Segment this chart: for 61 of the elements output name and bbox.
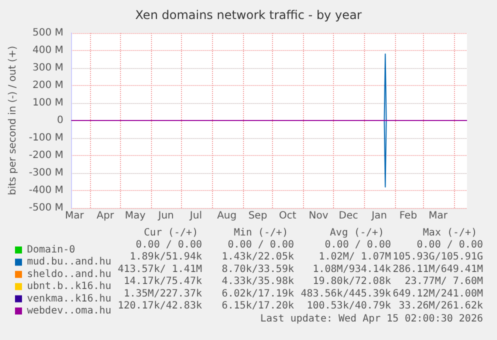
chart-title: Xen domains network traffic - by year bbox=[135, 8, 362, 22]
x-tick-label: Apr bbox=[96, 210, 115, 222]
text: 1.02M/ 1.07M bbox=[318, 252, 391, 263]
x-tick-label: Feb bbox=[399, 210, 418, 222]
text: Cur (-/+) bbox=[144, 228, 198, 238]
y-tick-label: -300 M bbox=[28, 168, 64, 178]
y-tick-label: -200 M bbox=[28, 150, 64, 161]
x-tick-label: Aug bbox=[217, 210, 237, 222]
text: 1.08M/934.14k bbox=[312, 264, 391, 275]
text: 0.00 / 0.00 bbox=[228, 240, 294, 250]
y-tick-label: -400 M bbox=[28, 185, 64, 196]
x-tick-label: Mar bbox=[428, 210, 448, 222]
text: 0.00 / 0.00 bbox=[416, 240, 483, 250]
x-tick-label: Jul bbox=[188, 210, 202, 222]
x-tick-label: Mar bbox=[64, 210, 85, 222]
x-tick-label: Dec bbox=[338, 210, 358, 222]
y-tick-label: 400 M bbox=[32, 45, 64, 56]
text: 8.70k/33.59k bbox=[222, 264, 294, 275]
text: 19.80k/72.08k bbox=[312, 276, 391, 288]
legend-label: venkma..k16.hu bbox=[27, 293, 112, 304]
legend-label: mud.bu..and.hu bbox=[27, 256, 112, 268]
x-tick-label: Nov bbox=[308, 210, 328, 222]
text: 100.53k/40.79k bbox=[306, 300, 391, 312]
text: 23.77M/ 7.60M bbox=[404, 276, 483, 288]
text: 413.57k/ 1.41M bbox=[118, 264, 202, 275]
text: 14.17k/75.47k bbox=[124, 276, 202, 288]
x-tick-label: Jun bbox=[157, 210, 174, 222]
text: 483.56k/445.39k bbox=[300, 288, 391, 300]
text: 6.02k/17.19k bbox=[222, 288, 294, 300]
y-tick-label: 200 M bbox=[32, 80, 64, 91]
text: 286.11M/649.41M bbox=[392, 264, 483, 275]
text: 1.35M/227.37k bbox=[124, 288, 202, 300]
y-tick-label: -500 M bbox=[28, 202, 64, 214]
text: 120.17k/42.83k bbox=[118, 300, 202, 312]
text: 0.00 / 0.00 bbox=[136, 240, 202, 250]
text: 6.15k/17.20k bbox=[222, 300, 294, 312]
y-tick-label: -100 M bbox=[28, 132, 64, 144]
x-tick-label: Jan bbox=[370, 210, 388, 222]
y-tick-label: 500 M bbox=[32, 28, 64, 38]
y-axis-title: bits per second in (-) / out (+) bbox=[8, 46, 18, 196]
x-tick-label: May bbox=[124, 210, 146, 222]
x-tick-label: Oct bbox=[278, 210, 296, 222]
legend-label: webdev..oma.hu bbox=[27, 306, 112, 316]
text: Min (-/+) bbox=[234, 228, 288, 238]
text: 105.93G/105.91G bbox=[392, 252, 483, 263]
text: Max (-/+) bbox=[422, 228, 478, 238]
y-tick-label: 100 M bbox=[32, 98, 64, 108]
text: 649.12M/241.00M bbox=[392, 288, 483, 300]
legend-label: Domain-0 bbox=[27, 244, 76, 256]
legend-label: ubnt.b..k16.hu bbox=[27, 281, 112, 292]
x-tick-label: Sep bbox=[248, 210, 268, 222]
text: 1.89k/51.94k bbox=[130, 252, 202, 263]
y-tick-label: 300 M bbox=[32, 62, 64, 74]
text: 1.43k/22.05k bbox=[222, 252, 294, 263]
text: Avg (-/+) bbox=[330, 228, 384, 238]
legend-label: sheldo..and.hu bbox=[27, 268, 112, 280]
text: 33.26M/261.62k bbox=[398, 300, 483, 312]
text: 0.00 / 0.00 bbox=[324, 240, 391, 250]
y-tick-label: 0 bbox=[57, 115, 64, 126]
text: Last update: Wed Apr 15 02:00:30 2026 bbox=[260, 314, 483, 325]
text: 4.33k/35.98k bbox=[222, 276, 294, 288]
